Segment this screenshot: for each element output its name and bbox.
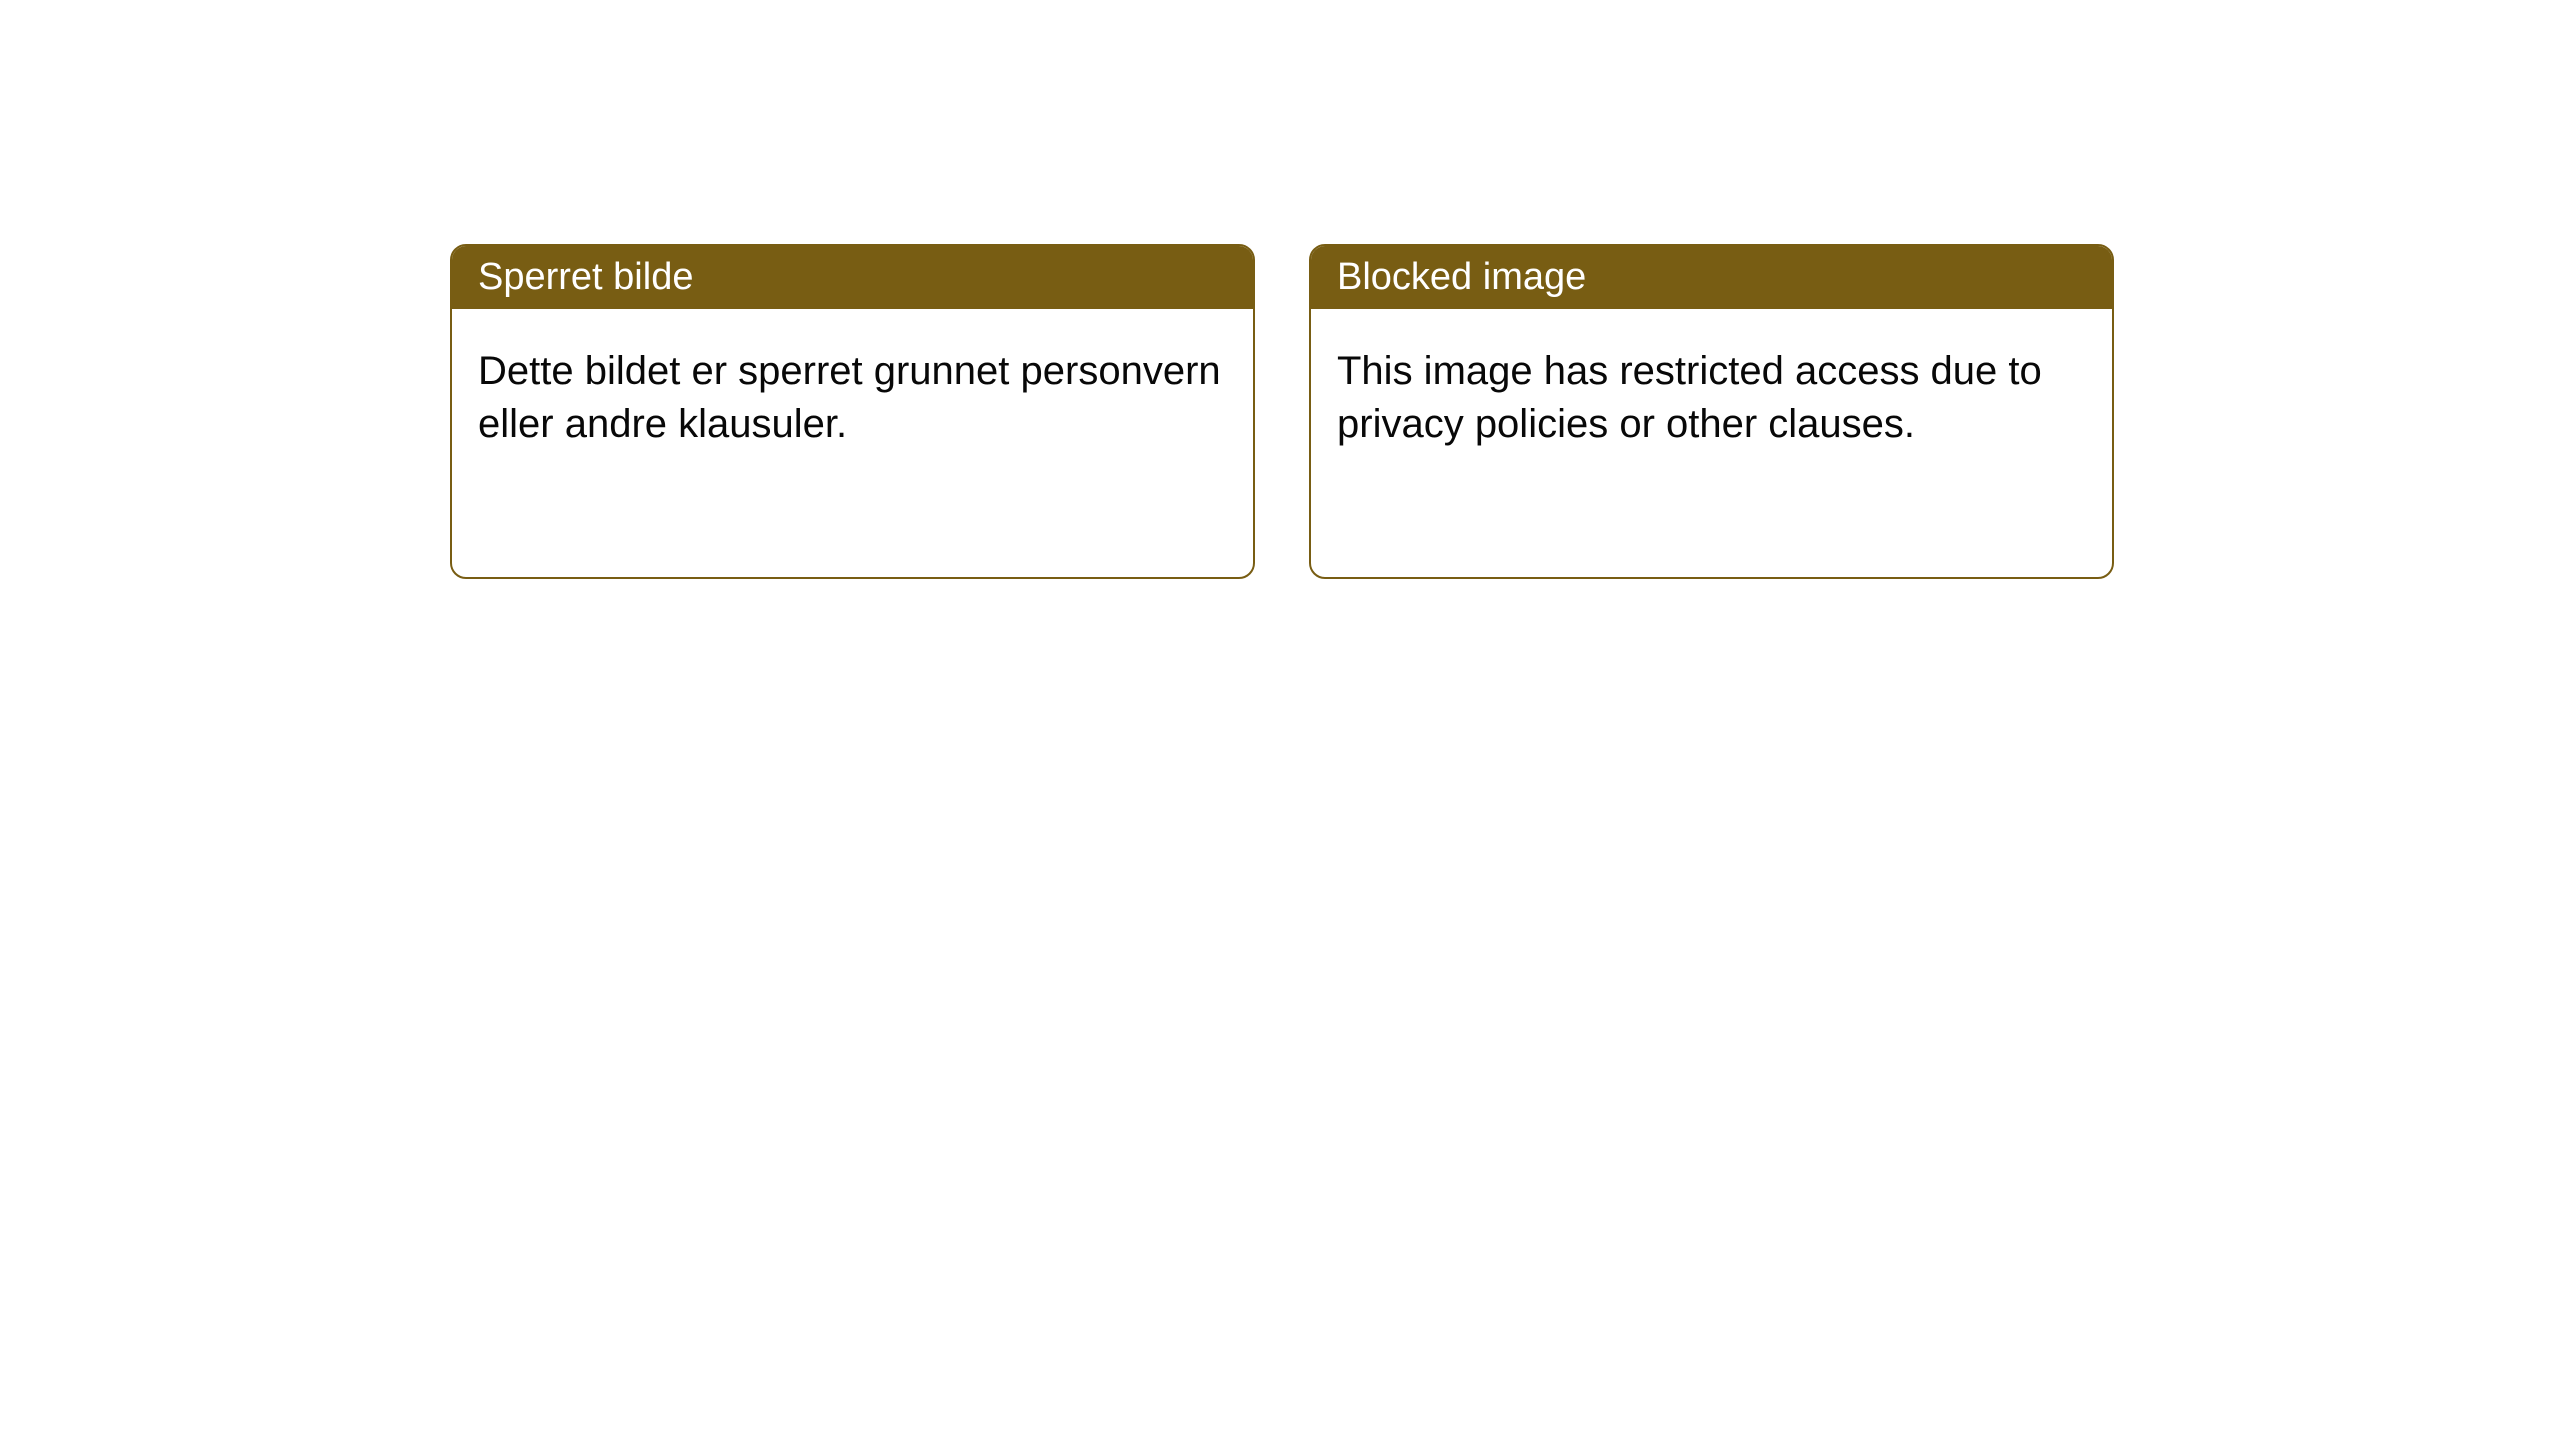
card-body-text: This image has restricted access due to … <box>1337 349 2042 446</box>
card-title: Blocked image <box>1337 256 1586 298</box>
card-body: This image has restricted access due to … <box>1311 309 2112 487</box>
card-header: Sperret bilde <box>452 246 1253 309</box>
card-body: Dette bildet er sperret grunnet personve… <box>452 309 1253 487</box>
card-header: Blocked image <box>1311 246 2112 309</box>
card-title: Sperret bilde <box>478 256 693 298</box>
info-cards-container: Sperret bilde Dette bildet er sperret gr… <box>0 0 2560 579</box>
card-body-text: Dette bildet er sperret grunnet personve… <box>478 349 1221 446</box>
info-card-english: Blocked image This image has restricted … <box>1309 244 2114 579</box>
info-card-norwegian: Sperret bilde Dette bildet er sperret gr… <box>450 244 1255 579</box>
